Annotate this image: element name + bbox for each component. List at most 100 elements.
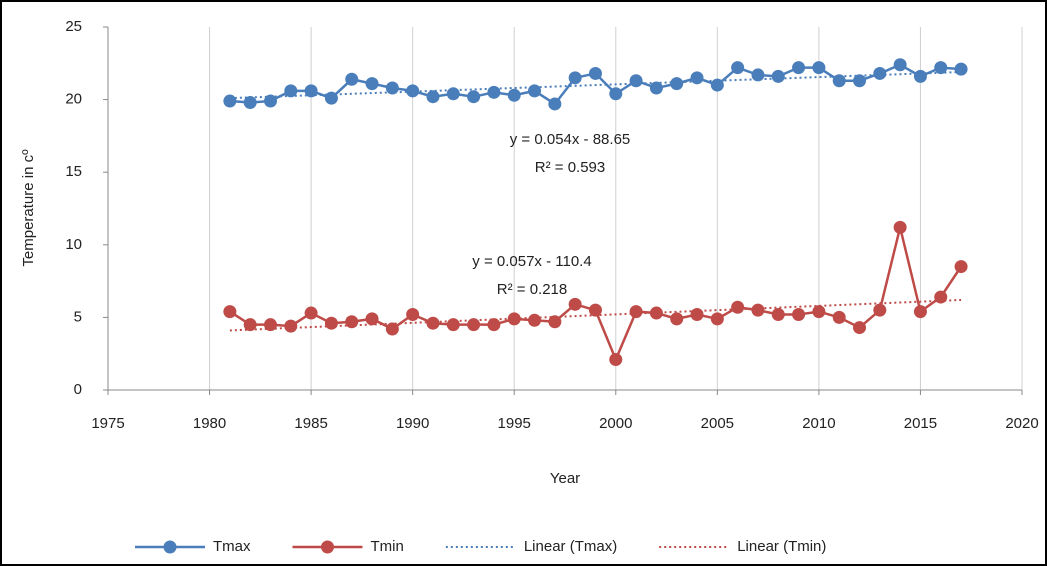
data-point: [893, 58, 907, 72]
x-tick-label: 2015: [904, 415, 937, 432]
x-tick-label: 1980: [193, 415, 226, 432]
data-point: [507, 88, 521, 102]
data-point: [284, 319, 298, 333]
data-point: [406, 84, 420, 98]
data-point: [528, 84, 542, 98]
data-point: [670, 77, 684, 91]
data-point: [731, 300, 745, 314]
data-point: [243, 96, 257, 110]
y-tick-label: 25: [65, 18, 82, 35]
legend-marker: [321, 540, 334, 554]
y-tick-label: 20: [65, 91, 82, 108]
data-point: [467, 90, 481, 104]
legend-marker: [163, 540, 177, 554]
data-point: [731, 61, 745, 75]
data-point: [934, 290, 948, 304]
y-tick-label: 15: [65, 163, 82, 180]
data-point: [446, 87, 460, 101]
x-tick-label: 2000: [599, 415, 632, 432]
y-tick-label: 0: [74, 381, 82, 398]
series-line: [229, 71, 962, 100]
data-point: [893, 220, 907, 234]
data-point: [751, 303, 765, 317]
data-point: [771, 69, 785, 83]
data-point: [913, 305, 927, 319]
data-point: [426, 316, 440, 330]
data-point: [832, 310, 846, 324]
data-point: [365, 77, 379, 91]
data-point: [406, 307, 420, 321]
data-point: [507, 312, 521, 326]
data-point: [324, 91, 338, 105]
data-point: [487, 318, 501, 332]
data-point: [853, 74, 867, 88]
data-point: [690, 71, 704, 85]
legend-label: Linear (Tmax): [524, 538, 617, 555]
data-point: [243, 318, 257, 332]
x-tick-label: 2010: [802, 415, 835, 432]
x-axis-title: Year: [550, 470, 580, 487]
data-point: [365, 312, 379, 326]
data-point: [873, 66, 887, 80]
legend-label: Linear (Tmin): [737, 538, 826, 555]
data-point: [385, 81, 399, 95]
data-point: [670, 312, 684, 326]
data-point: [954, 260, 968, 274]
data-point: [690, 307, 704, 321]
data-point: [568, 71, 582, 85]
data-point: [954, 62, 968, 76]
data-point: [568, 297, 582, 311]
data-point: [263, 318, 277, 332]
data-point: [548, 97, 562, 111]
data-point: [751, 68, 765, 82]
data-point: [324, 316, 338, 330]
data-point: [548, 315, 562, 329]
data-point: [792, 307, 806, 321]
annotation: y = 0.054x - 88.65: [510, 131, 631, 148]
data-point: [792, 61, 806, 75]
data-point: [812, 305, 826, 319]
data-point: [304, 306, 318, 320]
data-point: [609, 353, 623, 367]
data-point: [913, 69, 927, 83]
data-point: [588, 303, 602, 317]
x-tick-label: 1975: [91, 415, 124, 432]
data-point: [629, 305, 643, 319]
legend-label: Tmin: [371, 538, 404, 555]
data-point: [446, 318, 460, 332]
data-point: [263, 94, 277, 108]
x-tick-label: 1985: [294, 415, 327, 432]
y-axis-title: Temperature in cº: [20, 149, 37, 267]
legend-label: Tmax: [213, 538, 251, 555]
data-point: [284, 84, 298, 98]
y-tick-label: 10: [65, 236, 82, 253]
data-point: [304, 84, 318, 98]
data-point: [710, 78, 724, 92]
x-tick-label: 2005: [701, 415, 734, 432]
data-point: [467, 318, 481, 332]
data-point: [345, 72, 359, 86]
annotation: y = 0.057x - 110.4: [472, 253, 591, 270]
series-line: [229, 298, 962, 332]
data-point: [385, 322, 399, 336]
data-point: [528, 313, 542, 327]
x-tick-label: 1990: [396, 415, 429, 432]
data-point: [223, 305, 237, 319]
x-tick-label: 1995: [498, 415, 531, 432]
data-point: [223, 94, 237, 108]
data-point: [609, 87, 623, 101]
data-point: [710, 312, 724, 326]
data-point: [426, 90, 440, 104]
annotation: R² = 0.593: [535, 159, 605, 176]
data-point: [649, 81, 663, 95]
data-point: [873, 303, 887, 317]
data-point: [934, 61, 948, 75]
annotation: R² = 0.218: [497, 281, 567, 298]
data-point: [812, 61, 826, 75]
data-point: [771, 307, 785, 321]
y-tick-label: 5: [74, 308, 82, 325]
data-point: [629, 74, 643, 88]
x-tick-label: 2020: [1005, 415, 1038, 432]
